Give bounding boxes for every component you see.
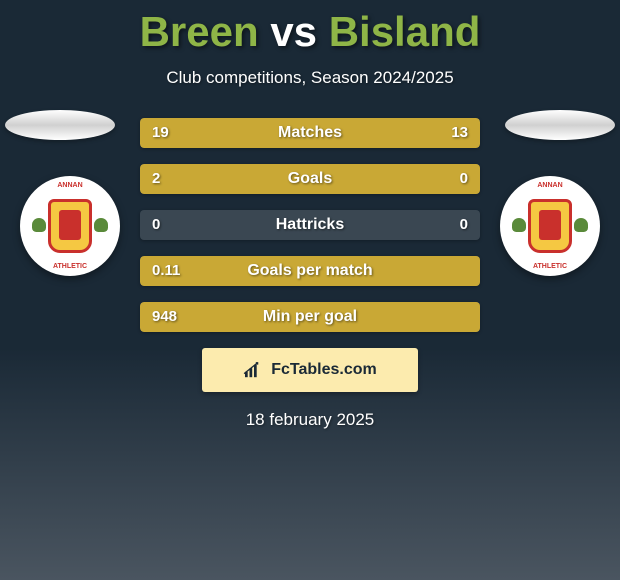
stat-value-right: 13 — [451, 118, 468, 148]
stat-label: Goals per match — [140, 256, 480, 286]
shield-icon — [528, 199, 572, 253]
stat-value-right: 0 — [460, 164, 468, 194]
stat-row: Goals2 0 — [140, 164, 480, 194]
content-area: ANNAN ATHLETIC ANNAN ATHLETIC Matches19 1… — [0, 118, 620, 430]
player1-name: Breen — [140, 8, 259, 55]
brand-text: FcTables.com — [271, 361, 377, 379]
club-name-bottom-right: ATHLETIC — [500, 263, 600, 270]
thistle-icon — [32, 218, 46, 232]
thistle-icon — [574, 218, 588, 232]
thistle-icon — [94, 218, 108, 232]
stat-value-left: 19 — [152, 118, 169, 148]
shield-inner-icon — [59, 210, 81, 240]
vs-separator: vs — [270, 8, 317, 55]
shield-icon — [48, 199, 92, 253]
subtitle: Club competitions, Season 2024/2025 — [0, 68, 620, 88]
brand-box[interactable]: FcTables.com — [202, 348, 418, 392]
stat-value-right: 0 — [460, 210, 468, 240]
stat-row: Min per goal948 — [140, 302, 480, 332]
club-name-bottom-left: ATHLETIC — [20, 263, 120, 270]
stat-value-left: 0.11 — [152, 256, 180, 286]
stat-value-left: 948 — [152, 302, 177, 332]
club-name-top-right: ANNAN — [500, 182, 600, 189]
oval-decoration-right — [505, 110, 615, 140]
thistle-icon — [512, 218, 526, 232]
date-text: 18 february 2025 — [0, 410, 620, 430]
shield-inner-icon — [539, 210, 561, 240]
stat-row: Matches19 13 — [140, 118, 480, 148]
club-badge-left: ANNAN ATHLETIC — [20, 176, 120, 276]
stat-value-left: 2 — [152, 164, 160, 194]
club-badge-right: ANNAN ATHLETIC — [500, 176, 600, 276]
oval-decoration-left — [5, 110, 115, 140]
club-name-top-left: ANNAN — [20, 182, 120, 189]
chart-icon — [243, 361, 265, 379]
stats-container: Matches1913Goals20Hattricks00Goals per m… — [140, 118, 480, 332]
stat-label: Matches — [140, 118, 480, 148]
player2-name: Bisland — [329, 8, 481, 55]
stat-value-left: 0 — [152, 210, 160, 240]
stat-label: Min per goal — [140, 302, 480, 332]
stat-row: Goals per match0.11 — [140, 256, 480, 286]
stat-label: Hattricks — [140, 210, 480, 240]
stat-row: Hattricks0 0 — [140, 210, 480, 240]
comparison-title: Breen vs Bisland — [0, 0, 620, 56]
stat-label: Goals — [140, 164, 480, 194]
